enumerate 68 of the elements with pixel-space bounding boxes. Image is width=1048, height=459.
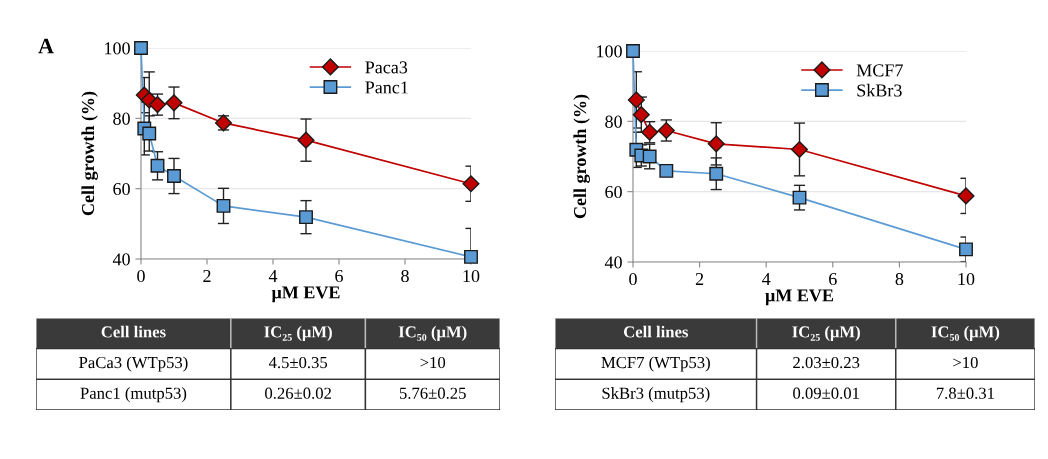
y-tick-label: 40	[604, 256, 622, 269]
text: 7.8±0.31	[936, 387, 994, 399]
text: Panc1 (mutp53)	[80, 387, 187, 403]
point	[297, 131, 315, 149]
text: MCF7 (WTp53)	[601, 356, 710, 372]
y-tick-label: 60	[113, 182, 130, 196]
legend-label: SkBr3	[857, 83, 902, 97]
point	[627, 91, 645, 109]
legend-label: Paca3	[365, 61, 408, 74]
text: Cell lines	[623, 325, 689, 338]
point	[632, 106, 650, 124]
y-tick-label: 80	[605, 115, 622, 128]
x-tick-label: 8	[401, 269, 409, 283]
point	[642, 149, 657, 164]
point	[150, 158, 165, 173]
text: 2.03±0.23	[793, 356, 860, 369]
y-axis-title: Cell growth (%)	[81, 91, 98, 216]
point	[707, 135, 725, 153]
text: IC₂₅ (μM)	[792, 325, 860, 341]
y-tick-label: 100	[597, 45, 622, 58]
x-tick-label: 4	[268, 270, 278, 282]
text: A	[38, 38, 54, 54]
text: 5.76±0.25	[399, 387, 466, 399]
x-tick-label: 8	[895, 272, 904, 286]
point	[792, 190, 807, 205]
point	[957, 187, 975, 205]
point	[462, 175, 480, 193]
point	[659, 163, 674, 178]
point	[216, 198, 231, 213]
point	[959, 242, 973, 257]
text: 4.5±0.35	[268, 356, 328, 369]
x-tick-label: 2	[203, 269, 211, 282]
y-tick-label: 80	[113, 112, 130, 125]
point	[167, 169, 181, 183]
point	[709, 166, 724, 181]
text: IC₂₅ (μM)	[264, 325, 332, 341]
point	[464, 249, 478, 264]
legend-label: Panc1	[365, 81, 408, 94]
legend-label: MCF7	[856, 64, 903, 77]
text: SkBr3 (mutp53)	[602, 387, 710, 403]
point	[165, 94, 183, 112]
point	[299, 210, 313, 225]
y-axis-title: Cell growth (%)	[573, 94, 590, 219]
point	[626, 44, 640, 58]
y-tick-label: 40	[112, 253, 130, 266]
x-tick-label: 10	[463, 269, 480, 283]
text: >10	[420, 356, 446, 369]
point	[142, 126, 157, 141]
x-tick-label: 10	[958, 272, 975, 286]
text: IC₅₀ (μM)	[931, 325, 1000, 341]
point	[134, 41, 148, 55]
text: >10	[953, 356, 978, 369]
x-tick-label: 0	[137, 269, 145, 283]
text: 0.09±0.01	[793, 387, 859, 399]
y-tick-label: 100	[105, 42, 130, 55]
point	[790, 140, 809, 159]
text: IC₅₀ (μM)	[398, 325, 467, 341]
text: PaCa3 (WTp53)	[79, 356, 188, 372]
x-axis-title: μM EVE	[765, 289, 834, 306]
x-tick-label: 4	[762, 273, 771, 285]
x-axis-title: μM EVE	[271, 286, 340, 303]
text: 0.26±0.02	[265, 387, 331, 399]
x-tick-label: 6	[829, 272, 837, 286]
x-tick-label: 0	[629, 272, 637, 286]
x-tick-label: 2	[695, 272, 704, 285]
y-tick-label: 60	[605, 185, 622, 199]
text: Cell lines	[101, 325, 166, 338]
x-tick-label: 6	[335, 269, 343, 283]
